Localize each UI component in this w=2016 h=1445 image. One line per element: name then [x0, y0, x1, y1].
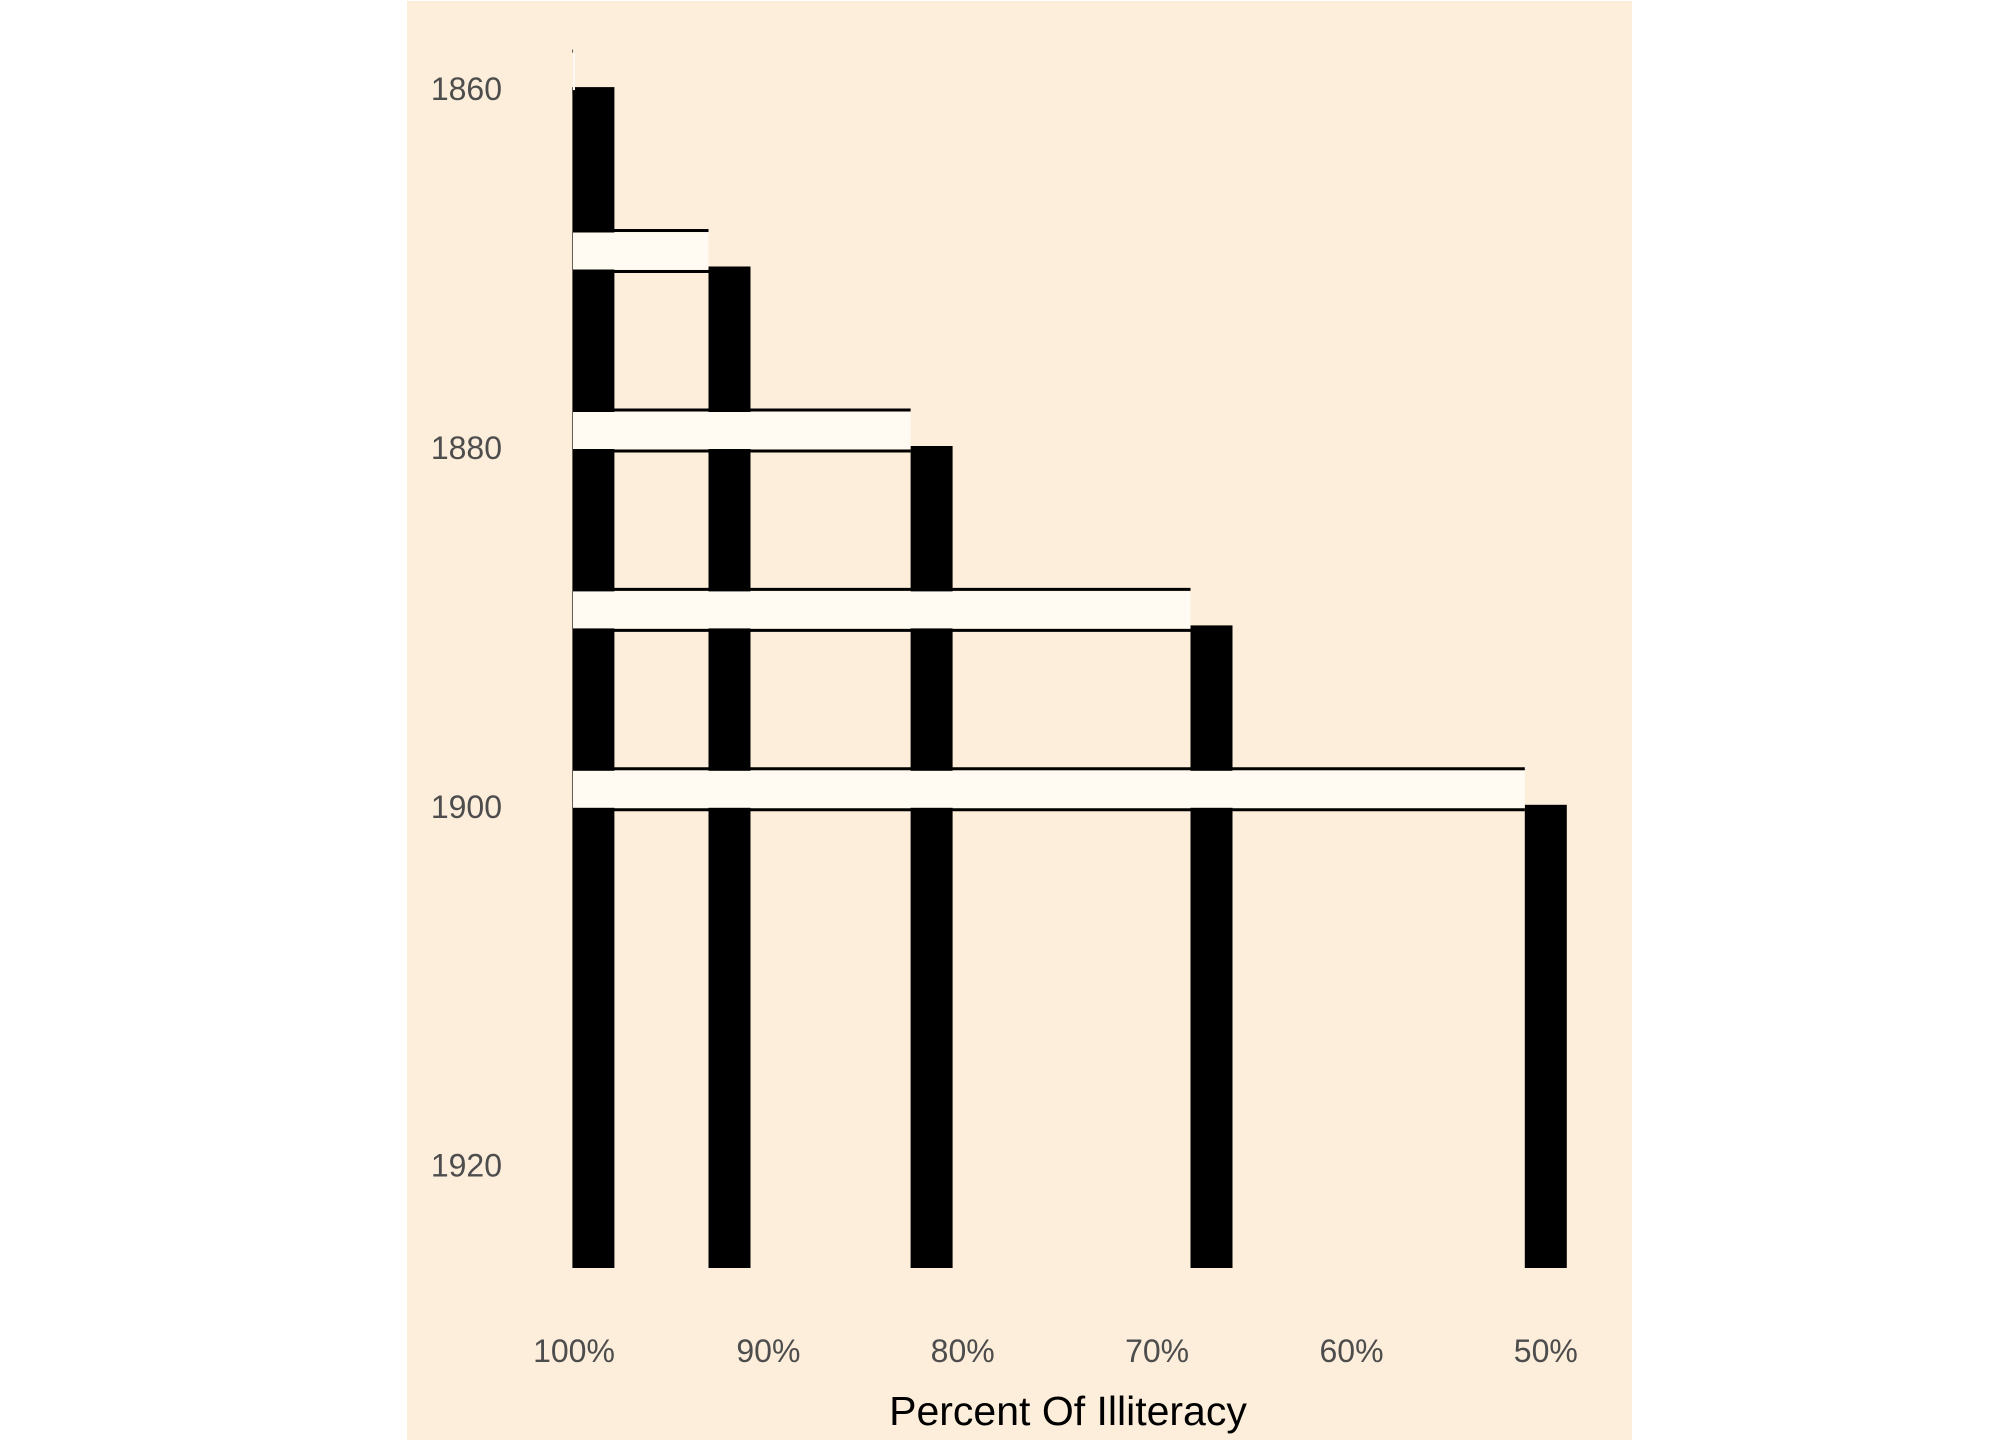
x-tick-label-90: 90%: [736, 1333, 800, 1369]
y-tick-label-1880: 1880: [431, 430, 502, 466]
x-tick-label-100: 100%: [533, 1333, 615, 1369]
bars-layer: [572, 87, 1567, 1269]
x-tick-label-70: 70%: [1125, 1333, 1189, 1369]
x-axis-title: Percent Of Illiteracy: [889, 1388, 1247, 1434]
ribbon-1870: [573, 232, 709, 270]
bar-1860: [572, 87, 615, 1269]
ribbon-1880: [573, 412, 911, 449]
y-tick-label-1920: 1920: [431, 1148, 502, 1184]
y-tick-label-1900: 1900: [431, 789, 502, 825]
ribbon-1900: [573, 770, 1525, 808]
ribbon-1890: [573, 591, 1191, 629]
x-axis: 100% 90% 80% 70% 60% 50%: [533, 1333, 1578, 1369]
bar-1880: [910, 446, 953, 1268]
bar-1890: [1190, 625, 1233, 1268]
x-tick-label-50: 50%: [1514, 1333, 1578, 1369]
ribbon-1860: [573, 53, 575, 91]
bar-1900: [1524, 804, 1567, 1268]
x-tick-label-80: 80%: [931, 1333, 995, 1369]
ribbons-layer: [572, 49, 1525, 812]
y-axis: 1860 1880 1900 1920: [431, 71, 502, 1184]
y-tick-label-1860: 1860: [431, 71, 502, 107]
x-tick-label-60: 60%: [1319, 1333, 1383, 1369]
